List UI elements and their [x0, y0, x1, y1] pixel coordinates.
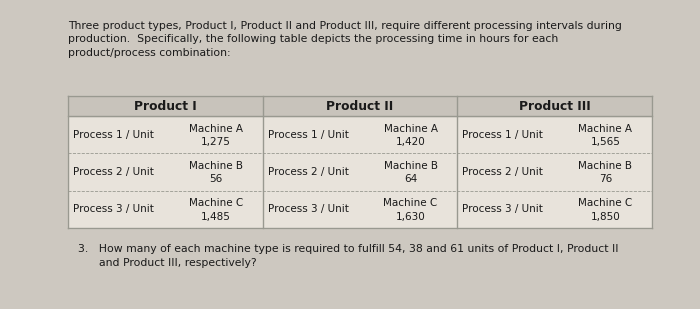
Text: Product III: Product III [519, 99, 591, 112]
Text: 76: 76 [598, 175, 612, 184]
Text: product/process combination:: product/process combination: [68, 48, 230, 58]
Text: Process 3 / Unit: Process 3 / Unit [462, 204, 543, 214]
Text: Machine C: Machine C [189, 198, 243, 208]
Text: Machine B: Machine B [189, 161, 243, 171]
Text: Process 3 / Unit: Process 3 / Unit [267, 204, 349, 214]
Text: Machine B: Machine B [384, 161, 438, 171]
Text: Machine C: Machine C [578, 198, 632, 208]
Text: 1,850: 1,850 [590, 212, 620, 222]
Text: Machine A: Machine A [189, 124, 243, 134]
Text: Process 1 / Unit: Process 1 / Unit [267, 130, 349, 140]
Text: 1,275: 1,275 [201, 137, 231, 147]
Text: Process 3 / Unit: Process 3 / Unit [73, 204, 154, 214]
Text: 1,485: 1,485 [201, 212, 231, 222]
Text: Machine A: Machine A [578, 124, 632, 134]
Text: Process 2 / Unit: Process 2 / Unit [73, 167, 154, 177]
Text: Product II: Product II [326, 99, 393, 112]
Text: Process 2 / Unit: Process 2 / Unit [267, 167, 349, 177]
Text: and Product III, respectively?: and Product III, respectively? [78, 258, 257, 268]
Text: 1,630: 1,630 [395, 212, 426, 222]
Text: 56: 56 [209, 175, 223, 184]
Text: Process 1 / Unit: Process 1 / Unit [73, 130, 154, 140]
Text: Product I: Product I [134, 99, 197, 112]
Text: 1,420: 1,420 [395, 137, 426, 147]
Text: Machine A: Machine A [384, 124, 438, 134]
Text: 3.   How many of each machine type is required to fulfill 54, 38 and 61 units of: 3. How many of each machine type is requ… [78, 244, 619, 254]
Text: Process 2 / Unit: Process 2 / Unit [462, 167, 543, 177]
Text: Machine C: Machine C [384, 198, 438, 208]
Text: 1,565: 1,565 [590, 137, 620, 147]
Text: Process 1 / Unit: Process 1 / Unit [462, 130, 543, 140]
Text: Machine B: Machine B [578, 161, 632, 171]
Text: production.  Specifically, the following table depicts the processing time in ho: production. Specifically, the following … [68, 35, 559, 44]
Text: 64: 64 [404, 175, 417, 184]
Text: Three product types, Product I, Product II and Product III, require different pr: Three product types, Product I, Product … [68, 21, 622, 31]
